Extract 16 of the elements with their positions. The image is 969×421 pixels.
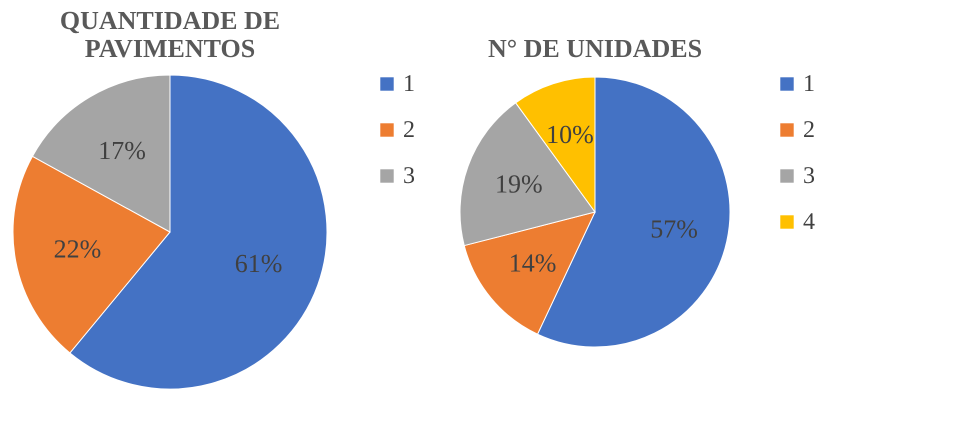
data-label: 10% bbox=[546, 120, 594, 149]
legend-label: 3 bbox=[803, 163, 815, 189]
legend-label: 3 bbox=[403, 163, 415, 189]
data-label: 61% bbox=[234, 248, 282, 278]
chart-title: N° DE UNIDADES bbox=[488, 34, 702, 63]
data-label: 57% bbox=[650, 214, 698, 244]
data-label: 17% bbox=[98, 136, 146, 165]
data-label: 22% bbox=[54, 234, 102, 264]
chart-title: QUANTIDADE DE PAVIMENTOS bbox=[60, 6, 280, 63]
data-label: 14% bbox=[508, 248, 556, 278]
legend-label: 4 bbox=[803, 209, 815, 235]
legend-label: 1 bbox=[403, 71, 415, 97]
legend-label: 2 bbox=[403, 117, 415, 143]
legend-label: 1 bbox=[803, 71, 815, 97]
legend-label: 2 bbox=[803, 117, 815, 143]
data-label: 19% bbox=[494, 170, 543, 199]
